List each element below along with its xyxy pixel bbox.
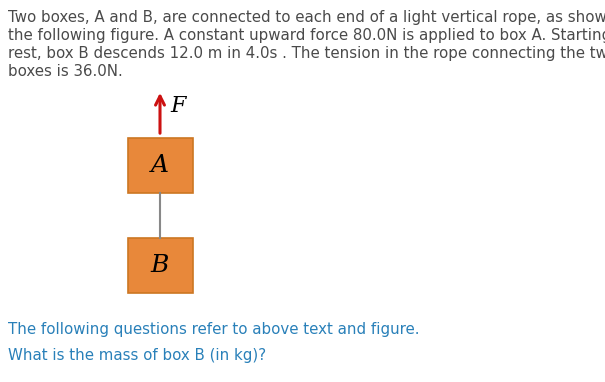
Text: The following questions refer to above text and figure.: The following questions refer to above t… — [8, 322, 419, 337]
Text: rest, box B descends 12.0 m in 4.0s . The tension in the rope connecting the two: rest, box B descends 12.0 m in 4.0s . Th… — [8, 46, 605, 61]
FancyBboxPatch shape — [128, 238, 192, 293]
Text: the following figure. A constant upward force 80.0N is applied to box A. Startin: the following figure. A constant upward … — [8, 28, 605, 43]
Text: Two boxes, A and B, are connected to each end of a light vertical rope, as shown: Two boxes, A and B, are connected to eac… — [8, 10, 605, 25]
Text: A: A — [151, 154, 169, 177]
Text: F: F — [170, 95, 186, 117]
Text: What is the mass of box B (in kg)?: What is the mass of box B (in kg)? — [8, 348, 266, 363]
Text: B: B — [151, 254, 169, 277]
Text: boxes is 36.0N.: boxes is 36.0N. — [8, 64, 123, 79]
FancyBboxPatch shape — [128, 138, 192, 193]
